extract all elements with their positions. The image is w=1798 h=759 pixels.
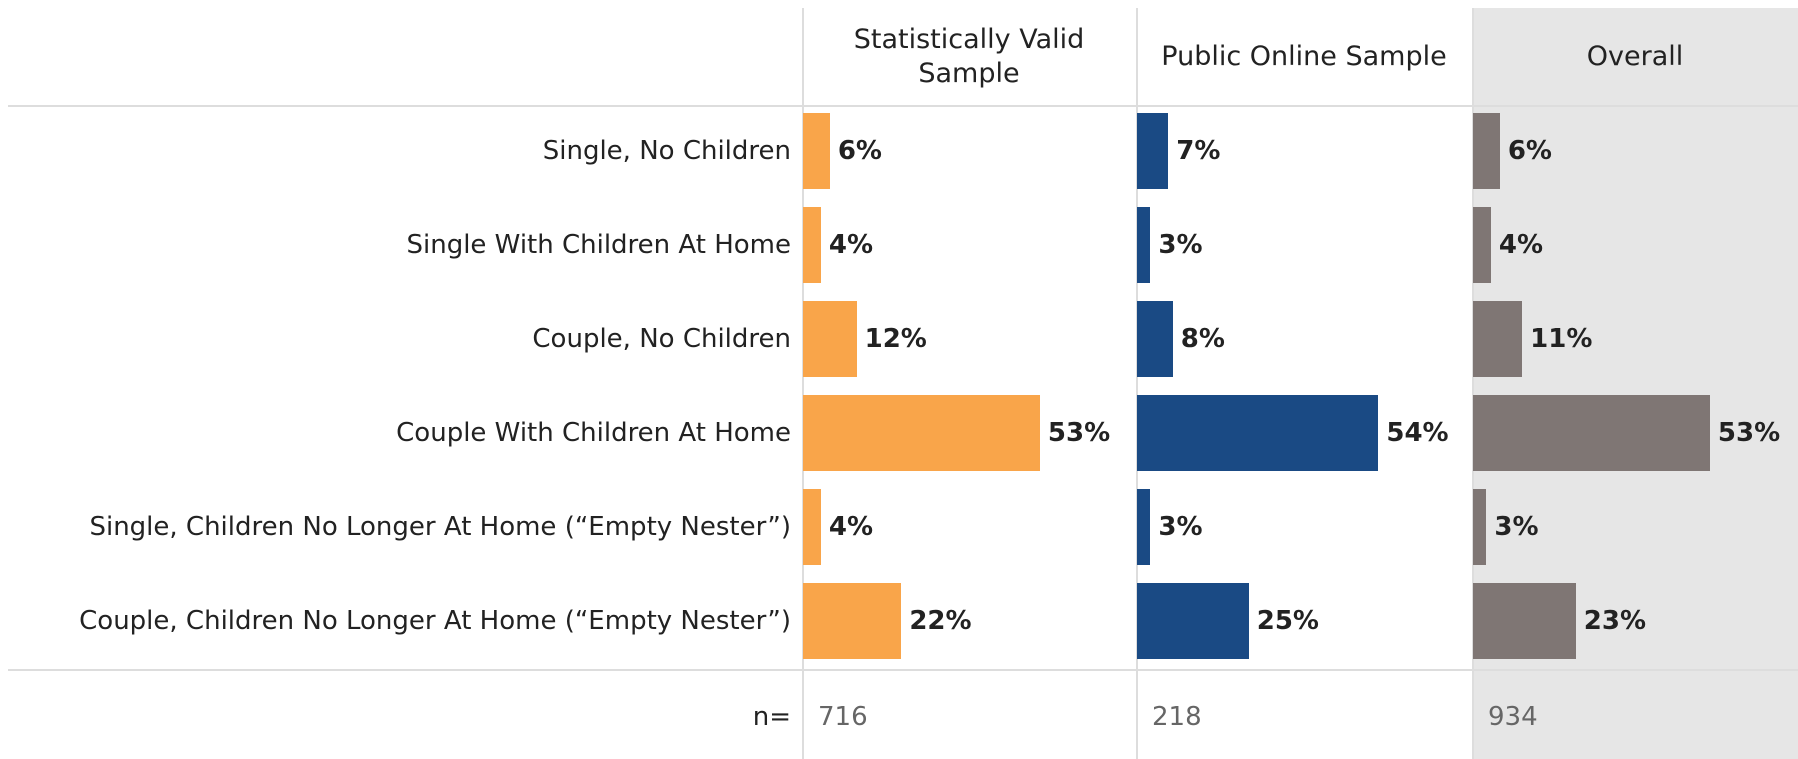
value-label: 4% [828,230,874,260]
bar [803,395,1040,471]
bar [1473,207,1491,283]
value-label: 54% [1386,418,1449,448]
value-label: 3% [1158,512,1203,542]
column-header: Overall [1586,41,1684,72]
column-header: Statistically Valid Sample [853,24,1085,89]
n-value: 218 [1152,702,1202,732]
column-header: Public Online Sample [1161,41,1447,72]
n-value: 716 [818,702,868,732]
value-label: 3% [1158,230,1203,260]
column-divider [1136,8,1138,759]
row-label: Couple, Children No Longer At Home (“Emp… [79,606,791,636]
value-label: 25% [1256,606,1319,636]
value-label: 12% [864,324,927,354]
bar [1473,583,1576,659]
bar [1137,207,1151,283]
bar [803,113,830,189]
bar [1473,301,1523,377]
bar [803,583,902,659]
bar [803,207,821,283]
n-label: n= [752,702,791,732]
value-label: 23% [1583,606,1647,636]
value-label: 6% [837,136,882,166]
value-label: 53% [1717,418,1781,448]
bar [1137,395,1379,471]
value-label: 4% [1498,230,1544,260]
bar [803,301,857,377]
n-value: 934 [1488,702,1538,732]
value-label: 7% [1176,136,1221,166]
row-label: Couple, No Children [532,324,791,354]
column-divider [1472,8,1474,759]
value-label: 6% [1507,136,1552,166]
value-label: 22% [909,606,972,636]
bar [1137,489,1151,565]
bar [803,489,821,565]
value-label: 8% [1180,324,1225,354]
row-label: Single, No Children [542,136,791,166]
column-divider [802,8,804,759]
bar [1473,489,1487,565]
row-label: Single With Children At Home [406,230,791,260]
bar [1473,113,1500,189]
row-label: Single, Children No Longer At Home (“Emp… [89,512,791,542]
header-rule [8,105,1798,107]
bar [1137,583,1249,659]
footer-rule [8,669,1798,671]
bar [1137,113,1169,189]
value-label: 11% [1530,324,1593,354]
value-label: 53% [1047,418,1111,448]
bar [1473,395,1710,471]
row-label: Couple With Children At Home [396,418,791,448]
value-label: 3% [1494,512,1539,542]
value-label: 4% [828,512,874,542]
bar [1137,301,1173,377]
